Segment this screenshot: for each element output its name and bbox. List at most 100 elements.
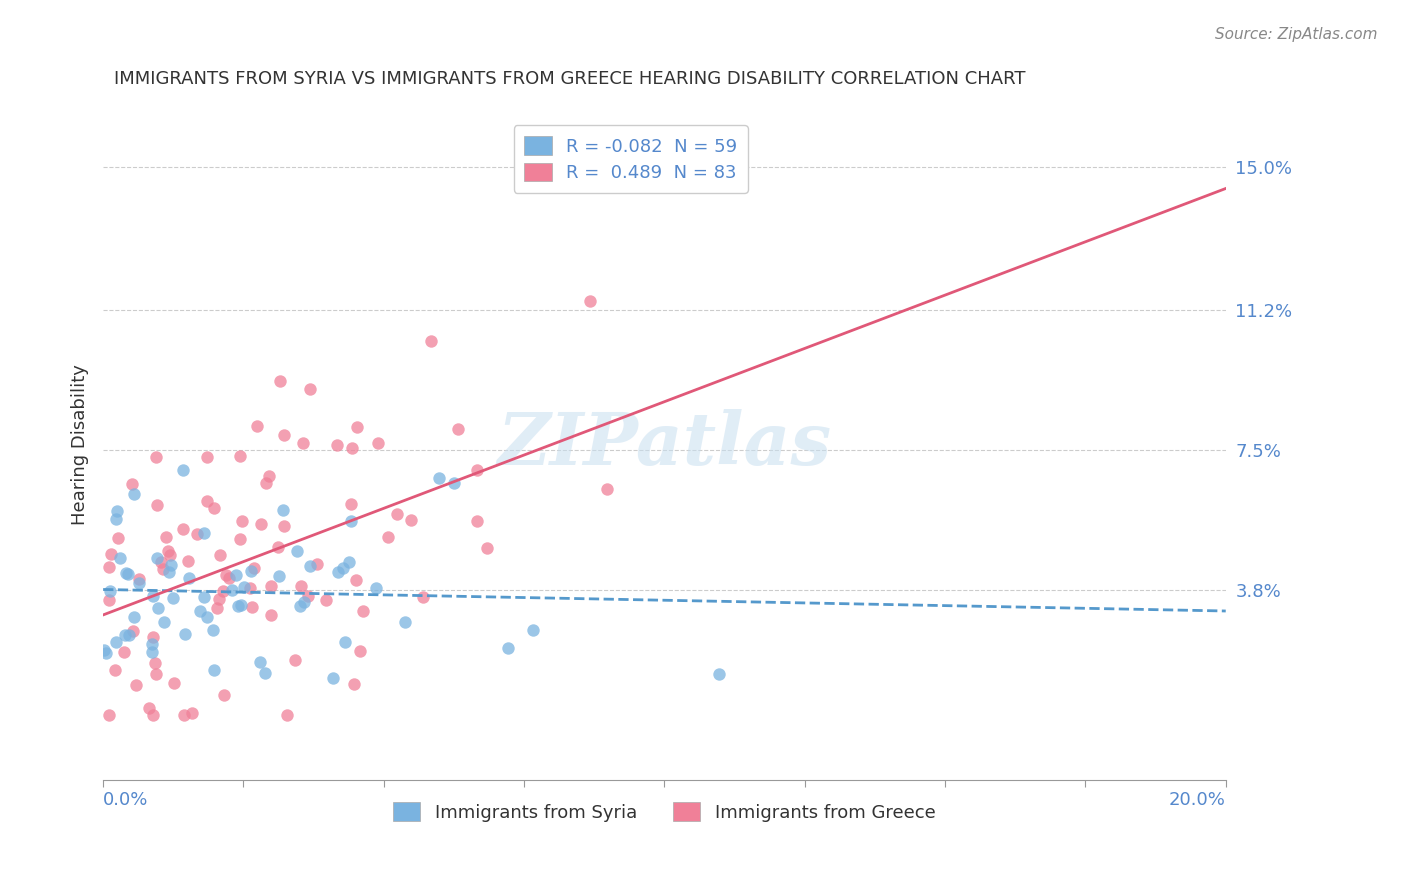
- Point: [346, 420, 368, 434]
- Point: [143, 656, 166, 670]
- Point: [145, 450, 167, 464]
- Point: [231, 598, 253, 612]
- Point: [105, 635, 128, 649]
- Point: [340, 441, 363, 455]
- Point: [596, 483, 619, 497]
- Point: [367, 436, 389, 450]
- Point: [412, 591, 434, 605]
- Point: [339, 514, 361, 528]
- Point: [195, 610, 218, 624]
- Point: [208, 592, 231, 607]
- Point: [225, 568, 247, 582]
- Point: [100, 547, 122, 561]
- Point: [188, 604, 211, 618]
- Point: [177, 554, 200, 568]
- Point: [177, 571, 200, 585]
- Point: [339, 497, 361, 511]
- Point: [322, 671, 344, 685]
- Point: [160, 558, 183, 573]
- Point: [254, 475, 277, 490]
- Point: [333, 635, 356, 649]
- Point: [273, 519, 295, 533]
- Point: [243, 561, 266, 575]
- Point: [145, 498, 167, 512]
- Point: [394, 615, 416, 630]
- Point: [579, 293, 602, 308]
- Point: [159, 548, 181, 562]
- Point: [201, 623, 224, 637]
- Point: [128, 572, 150, 586]
- Point: [157, 566, 180, 580]
- Point: [267, 540, 290, 554]
- Point: [242, 599, 264, 614]
- Point: [267, 569, 290, 583]
- Point: [195, 450, 218, 464]
- Point: [229, 449, 252, 463]
- Point: [332, 561, 354, 575]
- Point: [104, 663, 127, 677]
- Point: [141, 645, 163, 659]
- Point: [343, 676, 366, 690]
- Text: IMMIGRANTS FROM SYRIA VS IMMIGRANTS FROM GREECE HEARING DISABILITY CORRELATION C: IMMIGRANTS FROM SYRIA VS IMMIGRANTS FROM…: [114, 70, 1026, 87]
- Point: [121, 624, 143, 638]
- Point: [128, 575, 150, 590]
- Point: [352, 604, 374, 618]
- Point: [118, 628, 141, 642]
- Point: [186, 527, 208, 541]
- Point: [142, 708, 165, 723]
- Point: [249, 517, 271, 532]
- Point: [231, 514, 253, 528]
- Point: [98, 708, 121, 723]
- Point: [292, 595, 315, 609]
- Point: [299, 382, 322, 396]
- Point: [209, 548, 232, 562]
- Text: 0.0%: 0.0%: [103, 791, 149, 809]
- Point: [93, 643, 115, 657]
- Point: [215, 568, 238, 582]
- Point: [141, 637, 163, 651]
- Point: [153, 615, 176, 629]
- Point: [273, 428, 295, 442]
- Text: ZIPatlas: ZIPatlas: [498, 409, 831, 480]
- Point: [326, 565, 349, 579]
- Point: [420, 334, 443, 348]
- Point: [163, 676, 186, 690]
- Point: [299, 559, 322, 574]
- Point: [239, 564, 262, 578]
- Point: [152, 562, 174, 576]
- Point: [315, 592, 337, 607]
- Point: [105, 512, 128, 526]
- Point: [260, 579, 283, 593]
- Point: [155, 530, 177, 544]
- Point: [290, 599, 312, 614]
- Point: [465, 514, 488, 528]
- Point: [447, 422, 470, 436]
- Point: [98, 560, 121, 574]
- Point: [174, 626, 197, 640]
- Point: [276, 708, 298, 723]
- Point: [114, 628, 136, 642]
- Y-axis label: Hearing Disability: Hearing Disability: [72, 364, 89, 525]
- Point: [326, 438, 349, 452]
- Point: [207, 601, 229, 615]
- Point: [112, 645, 135, 659]
- Point: [257, 469, 280, 483]
- Text: Source: ZipAtlas.com: Source: ZipAtlas.com: [1215, 27, 1378, 42]
- Point: [709, 666, 731, 681]
- Point: [377, 530, 399, 544]
- Point: [399, 513, 422, 527]
- Point: [122, 487, 145, 501]
- Point: [162, 591, 184, 605]
- Point: [212, 583, 235, 598]
- Point: [246, 419, 269, 434]
- Point: [172, 522, 194, 536]
- Point: [387, 507, 409, 521]
- Point: [364, 581, 387, 595]
- Point: [105, 504, 128, 518]
- Point: [98, 593, 121, 607]
- Point: [239, 581, 262, 595]
- Point: [145, 667, 167, 681]
- Point: [427, 471, 450, 485]
- Point: [173, 708, 195, 723]
- Point: [193, 525, 215, 540]
